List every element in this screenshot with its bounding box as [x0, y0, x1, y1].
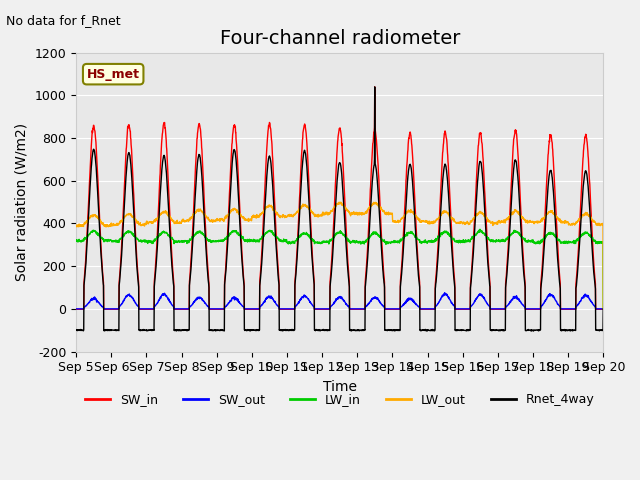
Title: Four-channel radiometer: Four-channel radiometer: [220, 29, 460, 48]
Text: HS_met: HS_met: [86, 68, 140, 81]
X-axis label: Time: Time: [323, 380, 356, 394]
Legend: SW_in, SW_out, LW_in, LW_out, Rnet_4way: SW_in, SW_out, LW_in, LW_out, Rnet_4way: [80, 388, 600, 411]
Text: No data for f_Rnet: No data for f_Rnet: [6, 14, 121, 27]
Y-axis label: Solar radiation (W/m2): Solar radiation (W/m2): [15, 123, 29, 281]
